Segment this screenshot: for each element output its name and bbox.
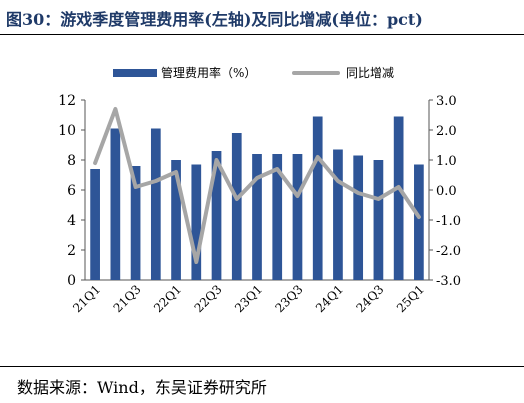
y-right-tick-label: -1.0 xyxy=(436,214,461,229)
source-divider xyxy=(0,366,524,367)
y-right-tick-label: -3.0 xyxy=(436,274,461,289)
bar-21Q3 xyxy=(130,166,141,280)
x-tick-label: 25Q1 xyxy=(394,282,427,315)
y-right-tick-label: 2.0 xyxy=(436,124,457,139)
y-left-tick-label: 2 xyxy=(67,243,76,259)
x-tick-label: 23Q1 xyxy=(232,282,265,315)
y-left-tick-label: 6 xyxy=(67,183,76,199)
bar-21Q1 xyxy=(90,169,100,280)
bar-24Q2 xyxy=(353,155,364,280)
y-right-tick-label: 0.0 xyxy=(436,184,457,199)
bar-22Q1 xyxy=(171,160,181,280)
legend: 管理费用率（%） 同比增减 xyxy=(113,65,394,80)
y-right-tick-label: -2.0 xyxy=(436,244,461,259)
bar-23Q2 xyxy=(272,154,283,280)
y-left-tick-label: 12 xyxy=(58,93,76,109)
legend-bar-label: 管理费用率（%） xyxy=(161,65,256,80)
legend-line-label: 同比增减 xyxy=(346,66,394,80)
source-note: 数据来源：Wind，东吴证券研究所 xyxy=(17,378,267,397)
bar-21Q2 xyxy=(110,128,121,280)
bar-22Q4 xyxy=(231,133,242,280)
bar-23Q4 xyxy=(312,116,323,280)
bar-22Q2 xyxy=(191,164,202,280)
y-right-tick-label: 3.0 xyxy=(436,94,457,109)
line-series xyxy=(93,107,421,264)
x-tick-label: 22Q1 xyxy=(151,282,184,315)
bar-21Q4 xyxy=(150,128,161,280)
bar-24Q3 xyxy=(373,160,384,280)
x-tick-label: 24Q3 xyxy=(353,282,386,315)
bar-25Q1 xyxy=(414,164,424,280)
y-left-tick-label: 10 xyxy=(58,123,76,139)
y-left-tick-label: 4 xyxy=(67,213,76,229)
y-left-tick-label: 8 xyxy=(67,153,76,169)
bar-series xyxy=(90,116,424,280)
legend-bar-swatch xyxy=(113,69,157,77)
x-tick-label: 23Q3 xyxy=(273,282,306,315)
x-tick-label: 22Q3 xyxy=(192,282,225,315)
bar-24Q4 xyxy=(393,116,404,280)
bar-24Q1 xyxy=(333,149,343,280)
title-divider xyxy=(0,34,524,35)
chart-canvas: 管理费用率（%） 同比增减 0 2 4 6 8 10 12 3.0 2.0 1.0 0.0 -1.0 -2… xyxy=(58,65,461,315)
x-tick-label: 21Q3 xyxy=(111,282,144,315)
chart-title: 图30：游戏季度管理费用率(左轴)及同比增减(单位：pct) xyxy=(6,10,423,29)
bar-23Q1 xyxy=(252,154,262,280)
y-left-tick-label: 0 xyxy=(67,273,76,289)
bar-23Q3 xyxy=(292,154,303,280)
y-right-tick-label: 1.0 xyxy=(436,154,457,169)
x-tick-label: 24Q1 xyxy=(313,282,346,315)
bar-22Q3 xyxy=(211,151,222,280)
